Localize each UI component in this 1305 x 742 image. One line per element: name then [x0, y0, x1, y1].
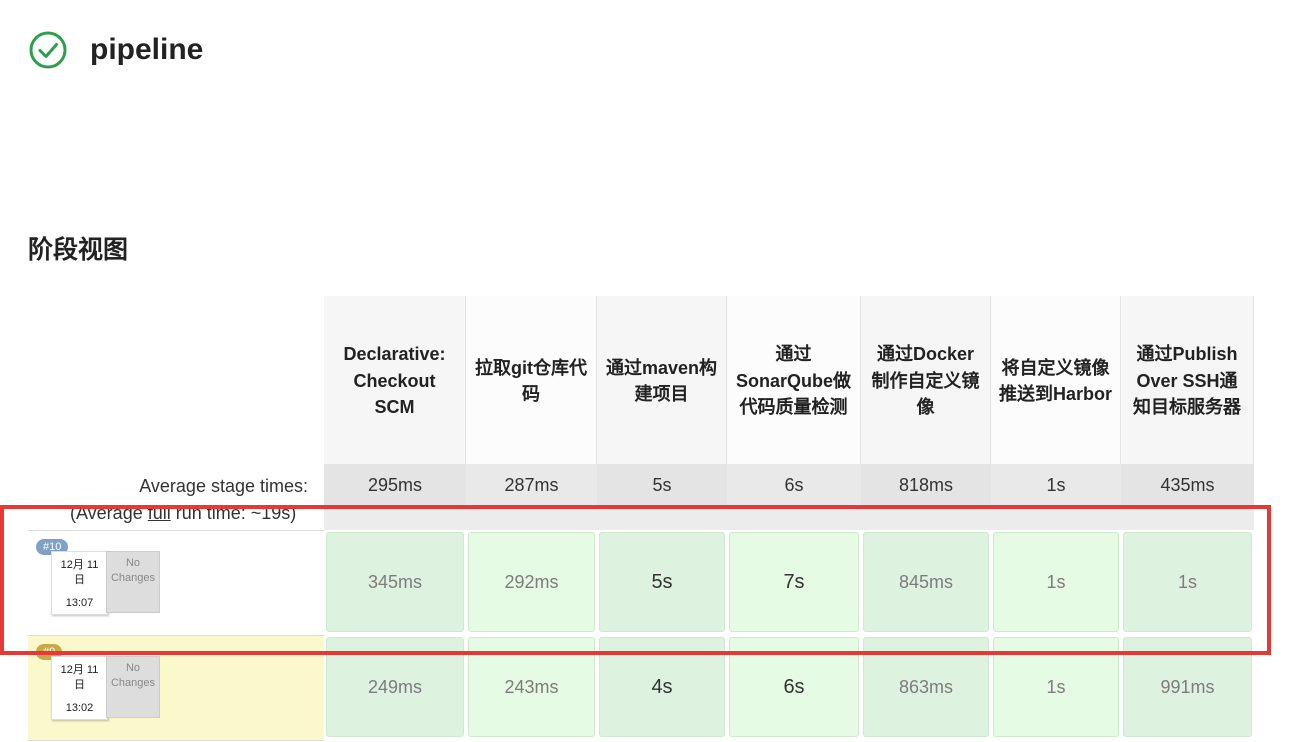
build-time: 13:07: [65, 597, 94, 609]
build-date: 12月 11 日: [60, 664, 99, 691]
stage-duration-cell[interactable]: 991ms: [1123, 637, 1252, 737]
build-row: #10 12月 11 日 13:07 No Changes 345ms 292ms 5s 7s 84…: [28, 530, 1254, 636]
stage-average-7: 435ms: [1121, 464, 1254, 506]
build-time: 13:02: [65, 702, 94, 714]
stage-cells: 345ms 292ms 5s 7s 845ms 1s 1s: [324, 530, 1254, 634]
success-check-icon: [29, 31, 67, 69]
build-info: #10 12月 11 日 13:07 No Changes: [28, 530, 324, 636]
build-row: #9 12月 11 日 13:02 No Changes 249ms 243ms 4s 6s 863…: [28, 635, 1254, 741]
average-times-row: 295ms 287ms 5s 6s 818ms 1s 435ms: [324, 464, 1254, 506]
stage-table: Declarative: Checkout SCM 拉取git仓库代码 通过mave…: [324, 296, 1254, 530]
stage-header-7: 通过Publish Over SSH通知目标服务器: [1121, 296, 1254, 466]
stage-average-6: 1s: [1046, 474, 1066, 495]
stage-header-4: 通过SonarQube做代码质量检测: [727, 296, 861, 466]
stage-duration-cell[interactable]: 243ms: [468, 637, 595, 737]
stage-header-3: 通过maven构建项目: [597, 296, 727, 466]
page-title: pipeline: [90, 33, 204, 66]
average-band: [324, 506, 1254, 530]
stage-average-5: 818ms: [861, 464, 991, 506]
stage-duration-cell[interactable]: 4s: [599, 637, 725, 737]
stage-average-2: 287ms: [504, 474, 559, 495]
stage-view-title: 阶段视图: [28, 236, 129, 264]
stage-average-1: 295ms: [324, 464, 466, 506]
stage-duration-cell[interactable]: 1s: [1123, 532, 1252, 632]
average-stage-times-label: Average stage times:: [139, 476, 308, 496]
stage-duration-cell[interactable]: 1s: [993, 532, 1119, 632]
stage-cells: 249ms 243ms 4s 6s 863ms 1s 991ms: [324, 635, 1254, 739]
stage-header-6: 将自定义镜像推送到Harbor: [991, 296, 1121, 466]
build-info: #9 12月 11 日 13:02 No Changes: [28, 635, 324, 741]
stage-duration-cell[interactable]: 292ms: [468, 532, 595, 632]
stage-duration-cell[interactable]: 7s: [729, 532, 859, 632]
stage-duration-cell[interactable]: 249ms: [326, 637, 464, 737]
stage-duration-cell[interactable]: 1s: [993, 637, 1119, 737]
build-date: 12月 11 日: [60, 559, 99, 586]
stage-header-5: 通过Docker制作自定义镜像: [861, 296, 991, 466]
no-changes-card[interactable]: No Changes: [106, 656, 160, 718]
build-date-card: 12月 11 日 13:02: [51, 656, 108, 720]
full-run-link[interactable]: full: [147, 503, 171, 523]
stage-duration-cell[interactable]: 5s: [599, 532, 725, 632]
stage-header-row: Declarative: Checkout SCM 拉取git仓库代码 通过mave…: [324, 296, 1254, 466]
job-header: pipeline: [28, 30, 203, 70]
stage-header-1: Declarative: Checkout SCM: [324, 296, 466, 466]
build-date-card: 12月 11 日 13:07: [51, 551, 108, 615]
average-full-run-time: (Average full run time: ~19s): [70, 503, 297, 523]
stage-duration-cell[interactable]: 345ms: [326, 532, 464, 632]
stage-header-2: 拉取git仓库代码: [466, 296, 597, 466]
stage-duration-cell[interactable]: 863ms: [863, 637, 989, 737]
no-changes-card[interactable]: No Changes: [106, 551, 160, 613]
stage-average-4: 6s: [784, 474, 804, 495]
stage-duration-cell[interactable]: 845ms: [863, 532, 989, 632]
stage-average-3: 5s: [597, 464, 727, 506]
stage-duration-cell[interactable]: 6s: [729, 637, 859, 737]
